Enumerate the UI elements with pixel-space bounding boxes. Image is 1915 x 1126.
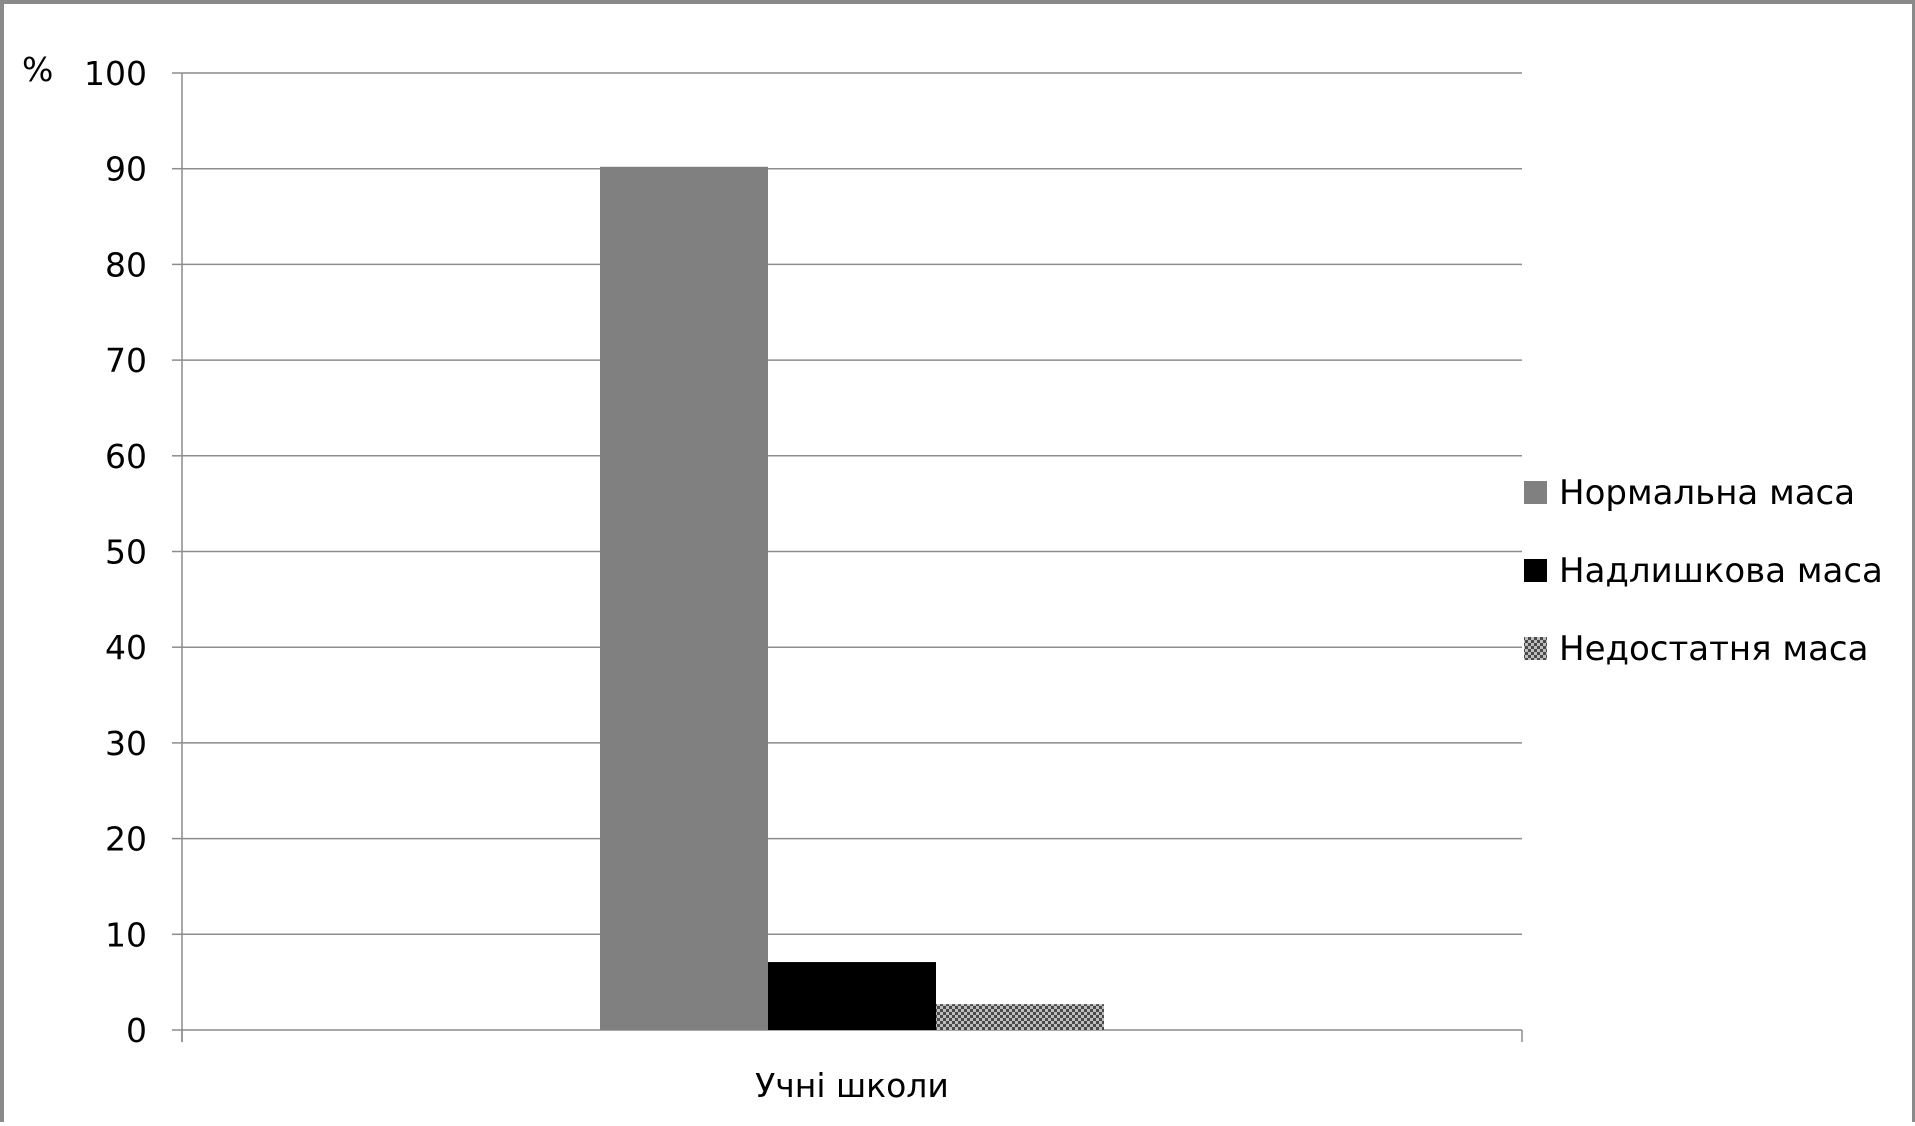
legend-swatch-1	[1524, 481, 1547, 504]
y-tick-labels: 0 10 20 30 40 50 60 70 80 90 100	[84, 54, 147, 1050]
y-tick-label: 0	[126, 1011, 147, 1050]
bar-3	[936, 1004, 1104, 1030]
y-tick-label: 10	[105, 915, 147, 954]
axes	[172, 72, 1523, 1042]
category-label: Учні школи	[755, 1066, 949, 1105]
legend-swatch-3	[1524, 637, 1547, 660]
y-tick-label: 30	[105, 724, 147, 763]
y-tick-label: 20	[105, 820, 147, 859]
y-axis-unit-label: %	[22, 50, 53, 89]
y-tick-label: 40	[105, 628, 147, 667]
y-tick-label: 90	[105, 150, 147, 189]
bar-1	[600, 166, 768, 1030]
y-tick-label: 80	[105, 245, 147, 284]
y-tick-label: 100	[84, 54, 147, 93]
y-tick-label: 70	[105, 341, 147, 380]
y-tick-label: 50	[105, 533, 147, 572]
legend-label-2: Надлишкова маса	[1559, 551, 1883, 591]
bars	[600, 166, 1104, 1030]
legend-swatch-2	[1524, 559, 1547, 582]
bar-chart: 0 10 20 30 40 50 60 70 80 90 100 % Учні школи Норм…	[22, 50, 1883, 1105]
legend: Нормальна маса Надлишкова маса Недостатня …	[1524, 473, 1883, 669]
gridlines	[182, 72, 1522, 936]
legend-label-3: Недостатня маса	[1559, 629, 1868, 669]
y-tick-label: 60	[105, 437, 147, 476]
bar-2	[768, 962, 936, 1030]
legend-label-1: Нормальна маса	[1559, 473, 1855, 513]
